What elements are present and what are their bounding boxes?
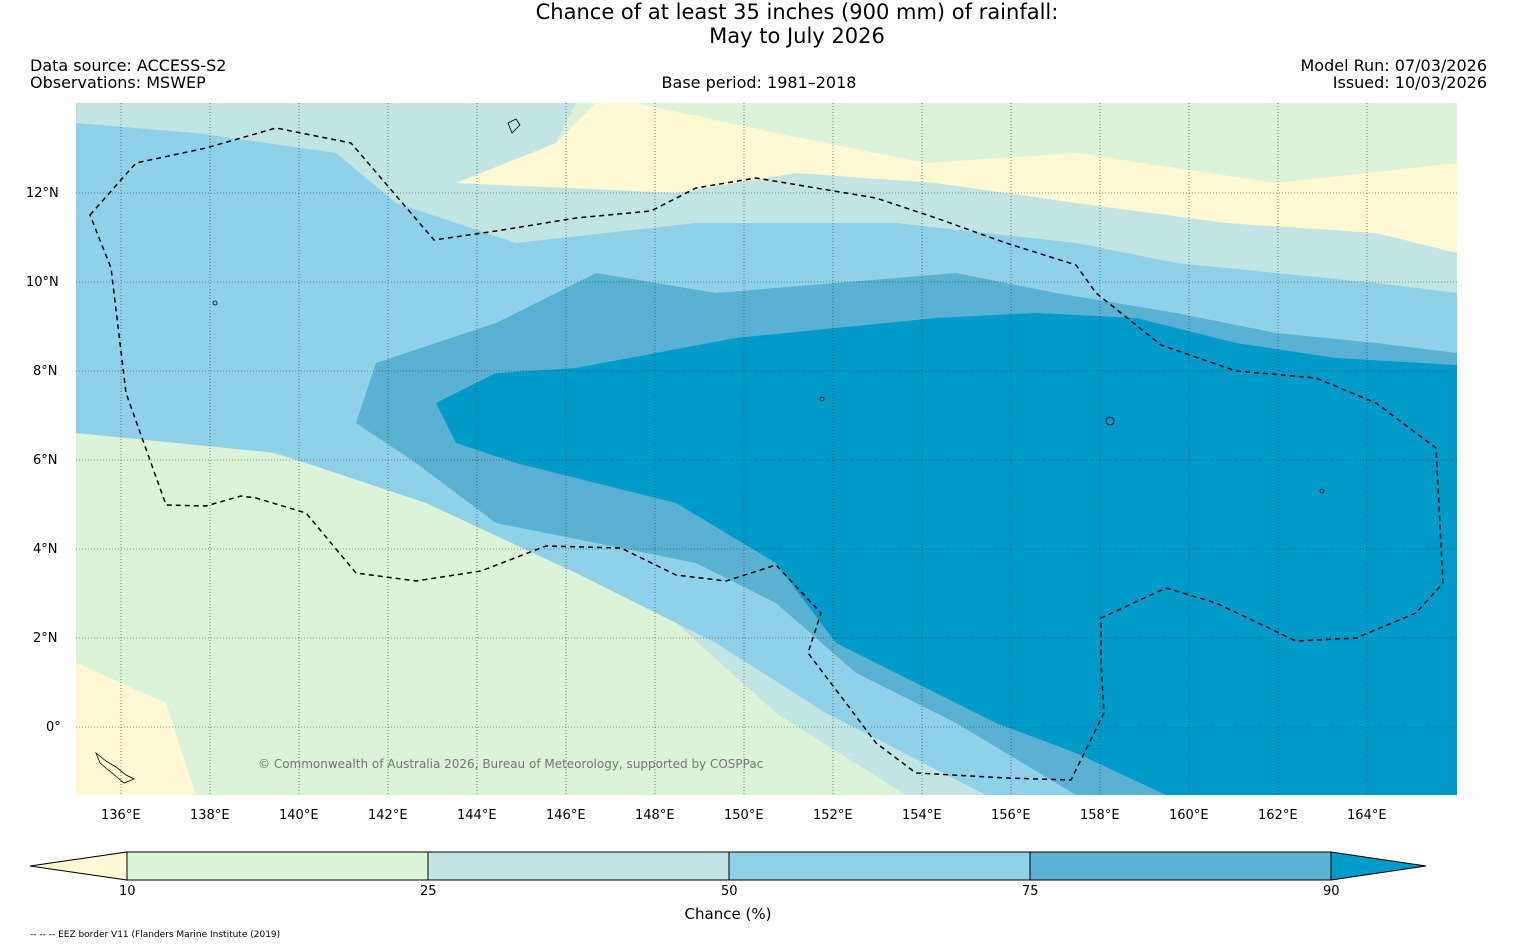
chart-title-line1: Chance of at least 35 inches (900 mm) of…: [535, 0, 1059, 24]
lon-label: 162°E: [1258, 808, 1298, 823]
kosrae-island: [1319, 488, 1325, 494]
colorbar-segment-below-10: [29, 851, 128, 881]
data-source-label: Data source: ACCESS-S2: [30, 56, 227, 75]
colorbar-segment-25-50: [427, 851, 730, 881]
colorbar-label: Chance (%): [684, 905, 772, 923]
lon-label: 136°E: [101, 808, 141, 823]
colorbar: [29, 851, 1427, 881]
lon-label: 148°E: [635, 808, 675, 823]
lat-label: 4°N: [33, 542, 58, 557]
copyright-credit: © Commonwealth of Australia 2026, Bureau…: [258, 757, 764, 771]
islands: [95, 118, 1325, 784]
atoll: [819, 396, 825, 402]
eez-footnote: -- -- -- EEZ border V11 (Flanders Marine…: [30, 930, 281, 940]
lat-label: 12°N: [26, 186, 59, 201]
lon-label: 144°E: [457, 808, 497, 823]
issued-label: Issued: 10/03/2026: [1332, 73, 1487, 92]
rainfall-probability-map: [76, 103, 1457, 795]
lon-label: 164°E: [1347, 808, 1387, 823]
lon-label: 152°E: [813, 808, 853, 823]
colorbar-tick: 25: [420, 884, 437, 899]
graticule: [76, 103, 1457, 795]
lon-label: 154°E: [902, 808, 942, 823]
lon-label: 142°E: [368, 808, 408, 823]
lat-label: 6°N: [33, 453, 58, 468]
lon-label: 140°E: [279, 808, 319, 823]
lon-label: 158°E: [1080, 808, 1120, 823]
lon-label: 138°E: [190, 808, 230, 823]
observations-label: Observations: MSWEP: [30, 73, 206, 92]
chuuk-island: [1105, 416, 1115, 426]
eez-border: [89, 127, 1444, 781]
papua-coast: [95, 751, 135, 784]
zone-10-25: [76, 103, 1457, 795]
lon-label: 146°E: [546, 808, 586, 823]
lat-label: 0°: [46, 720, 61, 735]
guam-island: [507, 118, 521, 134]
colorbar-segment-above-90: [1330, 851, 1427, 881]
lat-label: 2°N: [33, 631, 58, 646]
lon-label: 160°E: [1169, 808, 1209, 823]
colorbar-tick: 90: [1323, 884, 1340, 899]
colorbar-segment-75-90: [1029, 851, 1332, 881]
colorbar-tick: 10: [119, 884, 136, 899]
colorbar-segment-10-25: [126, 851, 429, 881]
colorbar-tick: 50: [721, 884, 738, 899]
colorbar-tick: 75: [1022, 884, 1039, 899]
colorbar-segment-50-75: [728, 851, 1031, 881]
model-run-label: Model Run: 07/03/2026: [1300, 56, 1488, 75]
chart-title-line2: May to July 2026: [709, 24, 885, 48]
lat-label: 10°N: [26, 275, 59, 290]
lat-label: 8°N: [33, 364, 58, 379]
lon-label: 150°E: [724, 808, 764, 823]
base-period-label: Base period: 1981–2018: [661, 73, 857, 92]
palau-island: [212, 300, 218, 306]
zone-above-90: [436, 313, 1457, 795]
lon-label: 156°E: [991, 808, 1031, 823]
